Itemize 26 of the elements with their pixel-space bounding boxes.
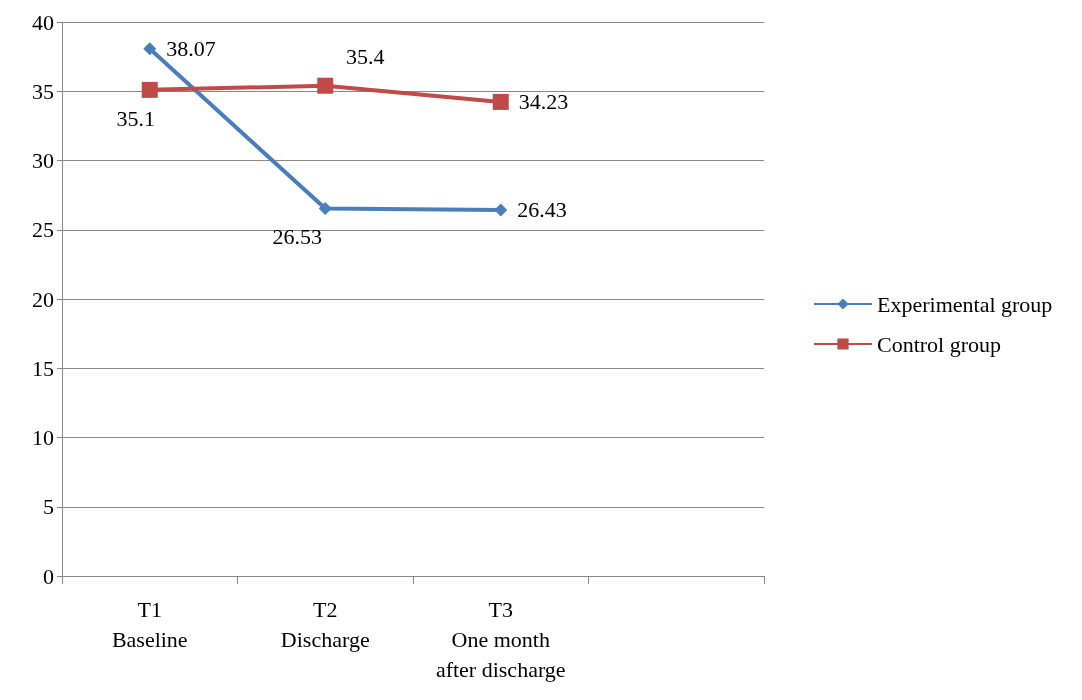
y-tick-label: 20 (32, 286, 54, 312)
y-tick-label: 25 (32, 217, 54, 243)
point (317, 77, 334, 94)
y-tick-label: 35 (32, 78, 54, 104)
x-tick-label: T1 Baseline (111, 596, 188, 652)
y-tick-label: 0 (43, 563, 54, 589)
legend-label: Experimental group (877, 291, 1053, 317)
data-label: 26.43 (517, 197, 567, 223)
point (492, 93, 509, 110)
point (141, 81, 158, 98)
y-tick-label: 40 (32, 9, 54, 35)
y-tick-label: 30 (32, 148, 54, 173)
point (143, 42, 157, 56)
y-tick-label: 5 (43, 494, 54, 520)
x-tick-label: T2 Discharge (280, 596, 370, 652)
data-label: 35.1 (116, 106, 155, 132)
point (494, 203, 508, 217)
x-tick-label: T3 One month after discharge (435, 596, 566, 682)
data-label: 34.23 (518, 89, 569, 115)
data-label: 35.4 (346, 44, 385, 70)
data-label: 26.53 (272, 223, 322, 249)
y-tick-label: 15 (32, 355, 54, 381)
legend-label: Control group (877, 331, 1002, 357)
data-label: 38.07 (166, 36, 216, 62)
y-tick-label: 10 (32, 425, 54, 450)
point (318, 202, 332, 216)
